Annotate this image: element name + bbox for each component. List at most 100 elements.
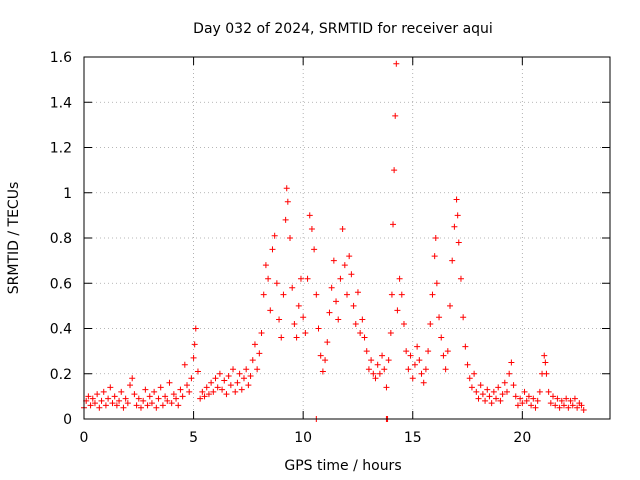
- data-point: [300, 314, 307, 321]
- data-point: [175, 402, 182, 409]
- data-point: [425, 348, 432, 355]
- data-point: [339, 225, 346, 232]
- data-point: [379, 352, 386, 359]
- axis-ticks: 0 0.2 0.4 0.6 0.8 1 1.2 1.4 1.6 0 5 10 15 20: [50, 50, 610, 446]
- data-point: [547, 400, 554, 407]
- data-point: [289, 284, 296, 291]
- data-point: [385, 357, 392, 364]
- data-point: [365, 366, 372, 373]
- data-point: [346, 253, 353, 260]
- data-point: [473, 388, 480, 395]
- data-point: [333, 298, 340, 305]
- data-point: [291, 320, 298, 327]
- data-point: [230, 366, 237, 373]
- data-point: [370, 370, 377, 377]
- data-point: [129, 375, 136, 382]
- data-point: [363, 348, 370, 355]
- data-point: [398, 291, 405, 298]
- y-tick-label: 0: [63, 412, 72, 428]
- data-point: [348, 271, 355, 278]
- data-point: [394, 307, 401, 314]
- x-tick-label: 5: [189, 430, 198, 446]
- data-point: [359, 316, 366, 323]
- data-point: [486, 393, 493, 400]
- data-point: [166, 379, 173, 386]
- data-point: [466, 375, 473, 382]
- data-point: [405, 366, 412, 373]
- data-point: [284, 198, 291, 205]
- data-point: [188, 375, 195, 382]
- data-point: [383, 384, 390, 391]
- y-tick-label: 1.6: [50, 50, 72, 66]
- data-point: [436, 314, 443, 321]
- data-point: [89, 395, 96, 402]
- data-point: [319, 368, 326, 375]
- data-point: [273, 280, 280, 287]
- data-point: [536, 388, 543, 395]
- data-point: [232, 388, 239, 395]
- data-point: [251, 341, 258, 348]
- data-point: [210, 388, 217, 395]
- data-point: [541, 352, 548, 359]
- data-point: [493, 395, 500, 402]
- data-point: [556, 404, 563, 411]
- data-point: [142, 386, 149, 393]
- data-point: [102, 402, 109, 409]
- data-point: [265, 275, 272, 282]
- data-point: [173, 395, 180, 402]
- data-point: [91, 400, 98, 407]
- data-point: [276, 316, 283, 323]
- y-tick-label: 0.8: [50, 231, 72, 247]
- data-point: [184, 382, 191, 389]
- data-point: [514, 402, 521, 409]
- x-tick-label: 15: [404, 430, 422, 446]
- data-point: [278, 334, 285, 341]
- x-tick-label: 0: [80, 430, 89, 446]
- data-point: [124, 400, 131, 407]
- data-point: [387, 330, 394, 337]
- data-point: [98, 397, 105, 404]
- data-point: [350, 302, 357, 309]
- data-point: [205, 391, 212, 398]
- data-point: [495, 384, 502, 391]
- data-point: [269, 246, 276, 253]
- data-point: [212, 375, 219, 382]
- x-tick-label: 10: [294, 430, 312, 446]
- data-point: [135, 395, 142, 402]
- data-point: [194, 368, 201, 375]
- data-point: [109, 400, 116, 407]
- data-point: [416, 357, 423, 364]
- plot-frame: [83, 56, 611, 420]
- data-point: [335, 316, 342, 323]
- data-point: [390, 221, 397, 228]
- data-point: [280, 291, 287, 298]
- data-point: [352, 320, 359, 327]
- data-point: [432, 235, 439, 241]
- data-point: [111, 393, 118, 400]
- data-point: [313, 291, 320, 298]
- data-point: [444, 348, 451, 355]
- data-point: [315, 325, 322, 332]
- data-point: [100, 388, 107, 395]
- data-point: [433, 280, 440, 287]
- data-point: [558, 397, 565, 404]
- data-point: [322, 357, 329, 364]
- chart-title: Day 032 of 2024, SRMTID for receiver aqu…: [193, 21, 493, 37]
- y-tick-label: 0.4: [50, 322, 72, 338]
- data-point: [457, 275, 464, 282]
- data-point: [262, 262, 269, 269]
- data-point: [381, 366, 388, 373]
- data-point: [368, 357, 375, 364]
- data-point: [146, 393, 153, 400]
- y-tick-label: 1.4: [50, 95, 72, 111]
- data-point: [283, 185, 290, 192]
- data-point: [181, 361, 188, 368]
- data-point: [127, 382, 134, 389]
- data-point: [164, 397, 171, 404]
- data-point: [475, 395, 482, 402]
- data-point: [311, 246, 318, 253]
- data-point: [249, 357, 256, 364]
- data-point: [282, 216, 289, 223]
- data-point: [567, 397, 574, 404]
